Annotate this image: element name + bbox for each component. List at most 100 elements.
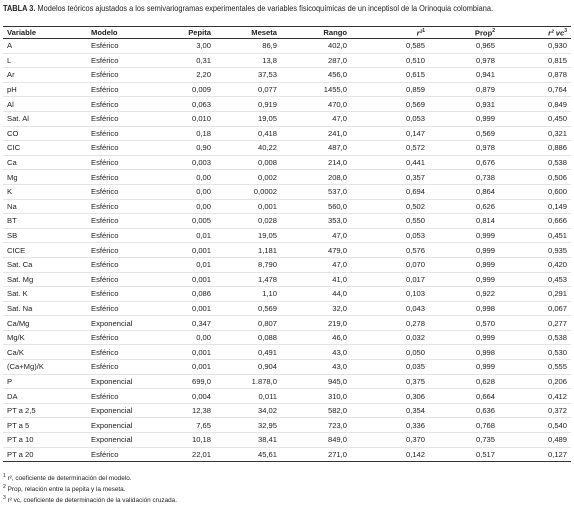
cell: 0,321 — [499, 126, 571, 142]
cell: Esférico — [81, 359, 153, 375]
column-header: r²1 — [351, 26, 429, 39]
cell: 0,570 — [429, 315, 499, 331]
table-row: Ca/K Esférico 0,001 0,491 43,0 0,050 0,998 0,53… — [3, 344, 571, 361]
cell: 0,999 — [429, 272, 499, 288]
cell: 0,001 — [153, 301, 215, 317]
cell: BT — [3, 213, 81, 229]
header-note: 2 — [492, 27, 495, 34]
cell: 0,053 — [351, 228, 429, 244]
cell: Sat. Na — [3, 301, 81, 317]
cell: 7,65 — [153, 417, 215, 434]
cell: 0,538 — [499, 155, 571, 171]
cell: 0,941 — [429, 67, 499, 83]
cell: 0,530 — [499, 344, 571, 361]
table-row: A Esférico 3,00 86,9 402,0 0,585 0,965 0,930 — [3, 38, 571, 54]
table-row: PT a 10 Exponencial 10,18 38,41 849,0 0,370 0,… — [3, 432, 571, 448]
cell: 479,0 — [281, 242, 351, 258]
cell: 219,0 — [281, 315, 351, 331]
title-label: TABLA 3. — [3, 3, 36, 13]
cell: Mg — [3, 169, 81, 185]
cell: 22,01 — [153, 447, 215, 463]
cell: 0,005 — [153, 213, 215, 229]
cell: 0,370 — [351, 432, 429, 448]
cell: 537,0 — [281, 184, 351, 200]
cell: 32,95 — [215, 417, 281, 434]
table-row: Sat. Na Esférico 0,001 0,569 32,0 0,043 0,998 0… — [3, 301, 571, 317]
cell: 0,768 — [429, 417, 499, 434]
table-row: CO Esférico 0,18 0,418 241,0 0,147 0,569 0,321 — [3, 126, 571, 142]
cell: 560,0 — [281, 199, 351, 215]
cell: 0,043 — [351, 301, 429, 317]
table-row: SB Esférico 0,01 19,05 47,0 0,053 0,999 0,451 — [3, 228, 571, 244]
cell: 310,0 — [281, 388, 351, 404]
cell: 0,569 — [215, 301, 281, 317]
cell: 1,181 — [215, 242, 281, 258]
cell: pH — [3, 82, 81, 98]
cell: 402,0 — [281, 38, 351, 54]
cell: 46,0 — [281, 330, 351, 346]
cell: 32,0 — [281, 301, 351, 317]
cell: 12,38 — [153, 403, 215, 419]
table-row: pH Esférico 0,009 0,077 1455,0 0,859 0,879 0,76… — [3, 82, 571, 98]
cell: 0,814 — [429, 213, 499, 229]
cell: 0,965 — [429, 38, 499, 54]
cell: 0,628 — [429, 374, 499, 390]
table-row: P Exponencial 699,0 1.878,0 945,0 0,375 0,628 0… — [3, 374, 571, 390]
cell: 10,18 — [153, 432, 215, 448]
table-row: Al Esférico 0,063 0,919 470,0 0,569 0,931 0,849 — [3, 96, 571, 112]
cell: 38,41 — [215, 432, 281, 448]
cell: 723,0 — [281, 417, 351, 434]
cell: L — [3, 53, 81, 69]
cell: 0,147 — [351, 126, 429, 142]
cell: 0,879 — [429, 82, 499, 98]
cell: 86,9 — [215, 38, 281, 54]
cell: 1,478 — [215, 272, 281, 288]
data-table: Variable Modelo Pepita Meseta Rango r²1 Prop2 r… — [3, 26, 571, 463]
cell: Esférico — [81, 286, 153, 302]
cell: 0,291 — [499, 286, 571, 302]
cell: 8,790 — [215, 257, 281, 273]
header-text: Prop — [474, 28, 493, 38]
table-row: Sat. K Esférico 0,086 1,10 44,0 0,103 0,922 0,2… — [3, 286, 571, 302]
cell: 214,0 — [281, 155, 351, 171]
cell: 0,127 — [499, 447, 571, 463]
cell: CICE — [3, 242, 81, 258]
cell: 0,849 — [499, 96, 571, 112]
cell: 0,050 — [351, 344, 429, 361]
cell: 41,0 — [281, 272, 351, 288]
table-row: CIC Esférico 0,90 40,22 487,0 0,572 0,978 0,886 — [3, 140, 571, 156]
cell: 0,576 — [351, 242, 429, 258]
cell: 0,028 — [215, 213, 281, 229]
table-row: PT a 2,5 Exponencial 12,38 34,02 582,0 0,354 0… — [3, 403, 571, 419]
column-header: Variable — [3, 26, 81, 39]
cell: 849,0 — [281, 432, 351, 448]
table-row: Sat. Mg Esférico 0,001 1,478 41,0 0,017 0,999 0… — [3, 272, 571, 288]
cell: 0,00 — [153, 199, 215, 215]
header-text: r² vc — [548, 28, 565, 38]
cell: 0,003 — [153, 155, 215, 171]
cell: 1.878,0 — [215, 374, 281, 390]
cell: Esférico — [81, 301, 153, 317]
cell: (Ca+Mg)/K — [3, 359, 81, 375]
cell: 208,0 — [281, 169, 351, 185]
cell: Exponencial — [81, 417, 153, 434]
cell: 0,935 — [499, 242, 571, 258]
cell: 0,01 — [153, 228, 215, 244]
cell: 0,032 — [351, 330, 429, 346]
cell: 0,451 — [499, 228, 571, 244]
cell: 353,0 — [281, 213, 351, 229]
cell: 0,010 — [153, 111, 215, 127]
cell: 0,550 — [351, 213, 429, 229]
cell: 0,347 — [153, 315, 215, 331]
cell: Sat. Mg — [3, 272, 81, 288]
cell: 0,086 — [153, 286, 215, 302]
cell: 0,035 — [351, 359, 429, 375]
cell: 582,0 — [281, 403, 351, 419]
cell: SB — [3, 228, 81, 244]
cell: 470,0 — [281, 96, 351, 112]
cell: 0,00 — [153, 169, 215, 185]
cell: Esférico — [81, 447, 153, 463]
cell: 0,626 — [429, 199, 499, 215]
cell: 0,999 — [429, 330, 499, 346]
footnote-text: r² vc, coeficiente de determinación de l… — [7, 497, 178, 505]
